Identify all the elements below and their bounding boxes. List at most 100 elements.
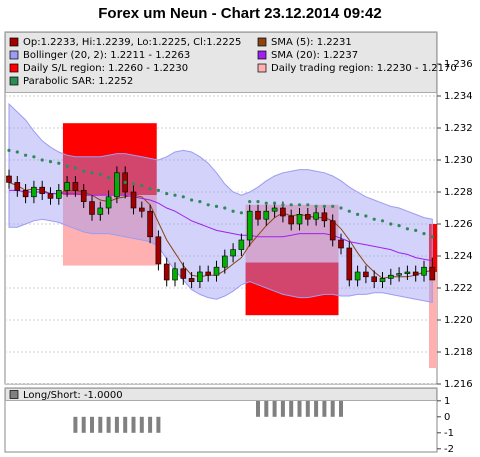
- legend-swatch: [9, 63, 19, 73]
- bar: [123, 416, 128, 433]
- y-tick-label: 1.226: [444, 219, 473, 230]
- candle-body: [222, 255, 228, 268]
- candle-body: [371, 276, 378, 282]
- candle-body: [172, 268, 178, 281]
- sar-dot: [405, 227, 409, 231]
- sar-dot: [57, 161, 61, 165]
- indicator-line: [8, 181, 433, 279]
- candle-body: [80, 190, 87, 202]
- y-tick-label: 1.224: [444, 251, 473, 262]
- candle-body: [188, 278, 195, 282]
- candle-body: [321, 212, 328, 222]
- sar-dot: [380, 219, 385, 223]
- legend-label: Daily trading region: 1.2230 - 1.2170: [271, 63, 457, 74]
- legend-box: [5, 388, 437, 401]
- y-tick-label: 1.220: [444, 315, 473, 326]
- bar: [81, 416, 86, 433]
- candle-body: [213, 266, 220, 276]
- legend-swatch: [9, 37, 19, 47]
- sar-dot: [123, 180, 127, 184]
- sar-dot: [73, 166, 77, 170]
- candle-body: [155, 236, 162, 265]
- candle-body: [205, 271, 211, 276]
- candle-body: [379, 278, 386, 282]
- sar-dot: [115, 177, 119, 181]
- sar-dot: [314, 204, 318, 208]
- y-tick-label: 1.234: [444, 91, 473, 102]
- sar-dot: [206, 203, 210, 207]
- legend-swatch: [257, 50, 267, 60]
- sar-dot: [198, 200, 202, 204]
- sar-dot: [48, 160, 53, 164]
- legend-swatch: [257, 37, 267, 47]
- sar-dot: [156, 188, 160, 192]
- sar-dot: [107, 176, 111, 180]
- sar-dot: [98, 172, 102, 176]
- candle-body: [429, 266, 436, 281]
- axes: 1.216 1.218 1.220 1.222 1.224 1.226 1.228 1.230…: [437, 59, 473, 455]
- candle-body: [72, 182, 79, 191]
- candle-body: [147, 210, 153, 238]
- legend-swatch: [9, 390, 19, 399]
- candle-body: [89, 201, 95, 215]
- region: [245, 262, 339, 316]
- candle-body: [271, 207, 278, 212]
- sar-dot: [339, 206, 343, 210]
- bar: [131, 416, 136, 433]
- legend-label: Daily S/L region: 1.2260 - 1.2230: [23, 63, 188, 74]
- sar-dot: [82, 169, 86, 173]
- region: [428, 272, 437, 368]
- candle-body: [246, 210, 253, 241]
- sar-dot: [148, 187, 152, 191]
- sar-dot: [331, 204, 335, 208]
- sar-dot: [181, 195, 185, 199]
- sar-dot: [90, 171, 94, 175]
- y-tick-label: -2: [444, 444, 454, 455]
- candle-body: [387, 274, 394, 279]
- y-tick-label: 1.236: [444, 59, 473, 70]
- sar-dot: [65, 164, 69, 168]
- y-tick-label: 1.230: [444, 155, 473, 166]
- sar-dot: [397, 224, 401, 228]
- candle-body: [296, 214, 303, 225]
- bar: [139, 416, 144, 433]
- sar-dot: [264, 201, 268, 205]
- sar-dot: [24, 153, 28, 157]
- bar: [90, 416, 94, 433]
- sar-dot: [131, 182, 136, 186]
- sar-dot: [273, 201, 277, 205]
- sar-dot: [356, 212, 360, 216]
- legend-swatch: [9, 50, 19, 60]
- bar: [148, 416, 153, 433]
- sar-dot: [281, 203, 285, 207]
- legend-swatch: [257, 63, 267, 73]
- legend-label: Op:1.2233, Hi:1.2239, Lo:1.2225, Cl:1.22…: [23, 37, 241, 48]
- region: [62, 123, 157, 196]
- main-plot: [5, 63, 437, 384]
- candle-body: [105, 196, 112, 209]
- sar-dot: [389, 222, 393, 226]
- candle-body: [346, 247, 353, 281]
- y-tick-label: 1.218: [444, 347, 473, 358]
- candle-body: [354, 271, 361, 281]
- candle-body: [412, 271, 419, 276]
- sar-dot: [15, 150, 19, 154]
- sar-dot: [297, 203, 302, 207]
- y-tick-label: 1.222: [444, 283, 473, 294]
- sar-dot: [140, 184, 144, 188]
- sar-dot: [256, 200, 260, 204]
- sar-dot: [32, 155, 36, 159]
- candle-body: [55, 190, 62, 199]
- legend-swatch: [9, 76, 19, 86]
- candle-body: [180, 268, 187, 279]
- sar-dot: [414, 228, 418, 232]
- candle-body: [97, 207, 104, 215]
- candle-body: [130, 191, 137, 209]
- bar: [114, 416, 119, 433]
- candle-body: [114, 172, 120, 198]
- sar-dot: [248, 200, 252, 204]
- candle-body: [288, 215, 295, 225]
- candle-body: [47, 193, 54, 199]
- region: [428, 224, 437, 272]
- sar-dot: [306, 203, 310, 207]
